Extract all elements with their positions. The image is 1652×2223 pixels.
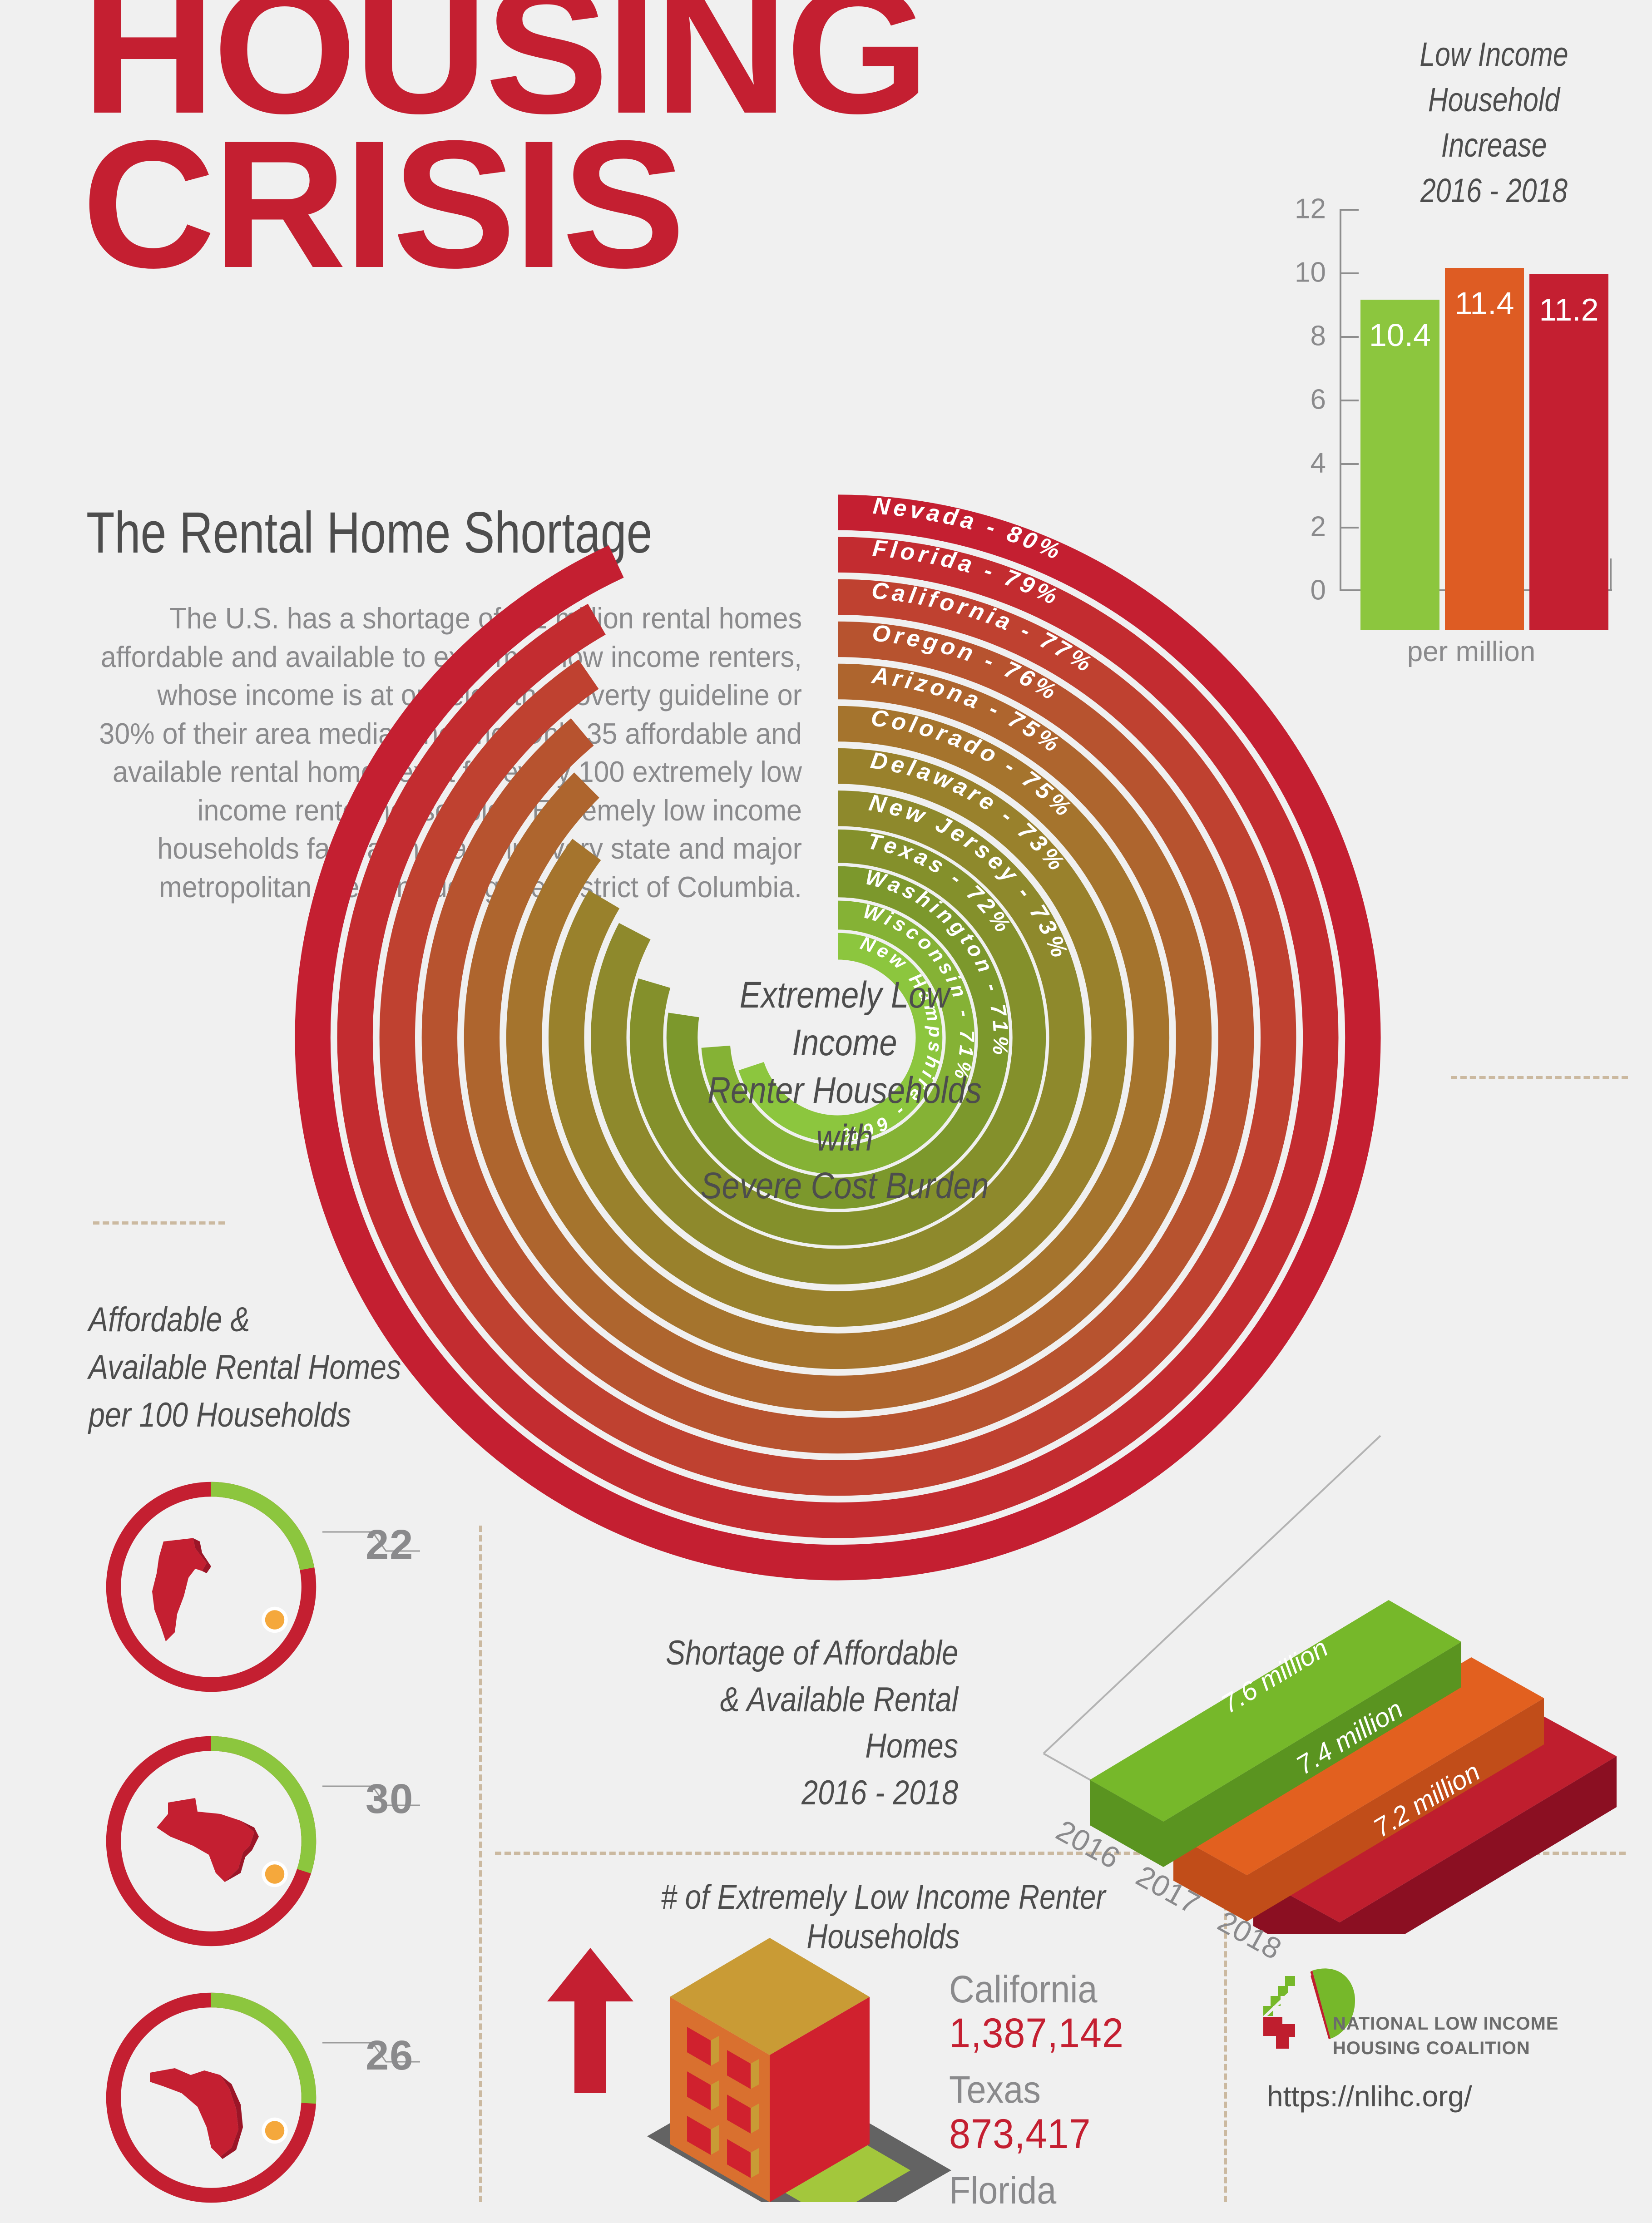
tick-2 bbox=[1340, 527, 1359, 529]
spiral-arc-nevada[interactable] bbox=[295, 494, 1381, 1581]
bar-value-2018: 11.2 bbox=[1539, 292, 1599, 327]
apartment-building-icon bbox=[647, 1938, 951, 2202]
donut-california-svg bbox=[106, 1482, 317, 1692]
donut-leader-line-texas bbox=[322, 1785, 420, 1806]
bar-2017[interactable]: 11.4 bbox=[1445, 268, 1524, 630]
tick-6 bbox=[1340, 400, 1359, 401]
donut-title-line-2: Available Rental Homes bbox=[89, 1348, 401, 1387]
donut-title-line-1: Affordable & bbox=[89, 1300, 250, 1339]
donut-marker-dot bbox=[265, 1610, 285, 1630]
bar3d-title-line-2: & Available Rental Homes bbox=[720, 1680, 958, 1766]
tick-10 bbox=[1340, 272, 1359, 274]
bar-value-2016: 10.4 bbox=[1369, 317, 1431, 353]
spiral-arc-wisconsin[interactable] bbox=[701, 900, 975, 1175]
donut-marker-dot bbox=[265, 2121, 285, 2140]
barchart-title-line-1: Low Income bbox=[1420, 35, 1568, 73]
bar-value-2017: 11.4 bbox=[1454, 286, 1514, 321]
barchart-title-line-2: Household Increase bbox=[1428, 80, 1560, 164]
spiral-arc-arizona[interactable] bbox=[464, 663, 1212, 1412]
severe-cost-burden-spiral-chart: Nevada - 80% Florida - 79% California - … bbox=[282, 481, 1394, 1594]
y-tick-12: 12 bbox=[1295, 193, 1326, 225]
y-tick-8: 8 bbox=[1310, 320, 1326, 352]
x-axis-end-tick bbox=[1610, 558, 1612, 591]
barchart-title: Low Income Household Increase 2016 - 201… bbox=[1379, 32, 1609, 213]
bar3d-title-line-3: 2016 - 2018 bbox=[801, 1773, 958, 1812]
donut-chart-texas[interactable] bbox=[98, 1728, 325, 1957]
y-tick-10: 10 bbox=[1295, 257, 1326, 288]
spiral-center-line-2: Renter Households with bbox=[707, 1069, 982, 1159]
donut-texas-svg bbox=[106, 1736, 317, 1946]
barchart-title-line-3: 2016 - 2018 bbox=[1420, 171, 1568, 209]
california-state-shape bbox=[152, 1538, 207, 1641]
page-subtitle: The Rental Home Shortage bbox=[86, 500, 653, 565]
state-household-list: California 1,387,142 Texas 873,417 Flori… bbox=[949, 1968, 1231, 2223]
shortage-3d-bar-chart: 7.6 million 7.4 million 7.2 million 2016… bbox=[1017, 1417, 1621, 1973]
nlihc-logo-line-2: HOUSING COALITION bbox=[1333, 2038, 1530, 2058]
divider-right-upper bbox=[1451, 1076, 1628, 1079]
state-count-texas: 873,417 bbox=[949, 2110, 1091, 2157]
donut-title-line-3: per 100 Households bbox=[89, 1395, 351, 1434]
divider-vertical-right bbox=[1224, 1857, 1227, 2202]
y-tick-2: 2 bbox=[1310, 511, 1326, 543]
donut-section-title: Affordable & Available Rental Homes per … bbox=[89, 1296, 436, 1439]
donut-florida-svg bbox=[106, 1992, 317, 2203]
nlihc-url[interactable]: https://nlihc.org/ bbox=[1267, 2080, 1472, 2113]
bar-2018[interactable]: 11.2 bbox=[1529, 274, 1608, 630]
donut-chart-florida[interactable] bbox=[98, 1984, 325, 2213]
donut-leader-line-florida bbox=[322, 2042, 420, 2063]
spiral-arc-florida[interactable] bbox=[337, 537, 1339, 1538]
spiral-arc-washington[interactable] bbox=[666, 866, 1009, 1209]
spiral-arc-new-hampshire[interactable] bbox=[733, 933, 943, 1142]
spiral-arc-oregon[interactable] bbox=[421, 621, 1254, 1454]
households-section-title: # of Extremely Low Income Renter Househo… bbox=[661, 1878, 1106, 1956]
up-arrow-icon bbox=[547, 1948, 633, 2093]
tick-12 bbox=[1340, 209, 1359, 211]
florida-state-shape bbox=[150, 2068, 238, 2157]
bar3d-title: Shortage of Affordable & Available Renta… bbox=[649, 1630, 958, 1816]
state-name-texas: Texas bbox=[949, 2068, 1041, 2111]
page-title-line-2: CRISIS bbox=[82, 103, 686, 306]
divider-vertical-left bbox=[479, 1526, 482, 2202]
page-title: HOUSING CRISIS bbox=[82, 0, 1332, 306]
donut-marker-dot bbox=[265, 1864, 285, 1884]
donut-chart-california[interactable] bbox=[98, 1473, 325, 1703]
nlihc-logo-text: NATIONAL LOW INCOME HOUSING COALITION bbox=[1333, 2011, 1578, 2060]
bar3d-2016[interactable] bbox=[1090, 1600, 1461, 1867]
nlihc-logo-icon bbox=[1263, 1968, 1355, 2049]
page-title-line-1: HOUSING bbox=[82, 0, 930, 151]
spiral-center-line-3: Severe Cost Burden bbox=[700, 1165, 989, 1206]
donut-value-florida: 26 bbox=[366, 2032, 414, 2079]
barchart-x-axis-label: per million bbox=[1407, 636, 1536, 667]
spiral-arc-texas[interactable] bbox=[629, 829, 1046, 1246]
nlihc-logo-line-1: NATIONAL LOW INCOME bbox=[1333, 2014, 1559, 2034]
donut-value-texas: 30 bbox=[366, 1776, 414, 1822]
donut-leader-line-california bbox=[322, 1531, 420, 1552]
spiral-arc-california[interactable] bbox=[379, 579, 1296, 1496]
state-name-florida: Florida bbox=[949, 2169, 1057, 2212]
spiral-center-line-1: Extremely Low Income bbox=[739, 974, 950, 1063]
tick-8 bbox=[1340, 336, 1359, 338]
spiral-arc-new-jersey[interactable] bbox=[591, 790, 1085, 1284]
y-tick-4: 4 bbox=[1310, 447, 1326, 479]
y-tick-6: 6 bbox=[1310, 384, 1326, 415]
bar3d-title-line-1: Shortage of Affordable bbox=[665, 1634, 958, 1672]
bar3d-svg bbox=[1043, 1435, 1617, 1973]
y-tick-0: 0 bbox=[1310, 574, 1326, 606]
divider-left-upper bbox=[93, 1221, 225, 1225]
bar3d-2017[interactable] bbox=[1173, 1657, 1544, 1922]
state-name-california: California bbox=[949, 1968, 1098, 2011]
spiral-arc-colorado[interactable] bbox=[506, 706, 1170, 1369]
tick-4 bbox=[1340, 463, 1359, 465]
state-count-california: 1,387,142 bbox=[949, 2010, 1124, 2057]
donut-value-california: 22 bbox=[366, 1522, 414, 1568]
spiral-arc-delaware[interactable] bbox=[549, 748, 1127, 1327]
bar-2016[interactable]: 10.4 bbox=[1360, 300, 1439, 630]
spiral-center-label: Extremely Low Income Renter Households w… bbox=[700, 972, 989, 1210]
texas-state-shape bbox=[157, 1798, 254, 1882]
spiral-svg: Nevada - 80% Florida - 79% California - … bbox=[295, 492, 1381, 1581]
low-income-household-increase-chart: 12 10 8 6 4 2 0 10.4 11.4 11.2 bbox=[1281, 193, 1617, 631]
divider-bottom-horizontal bbox=[495, 1852, 1626, 1855]
